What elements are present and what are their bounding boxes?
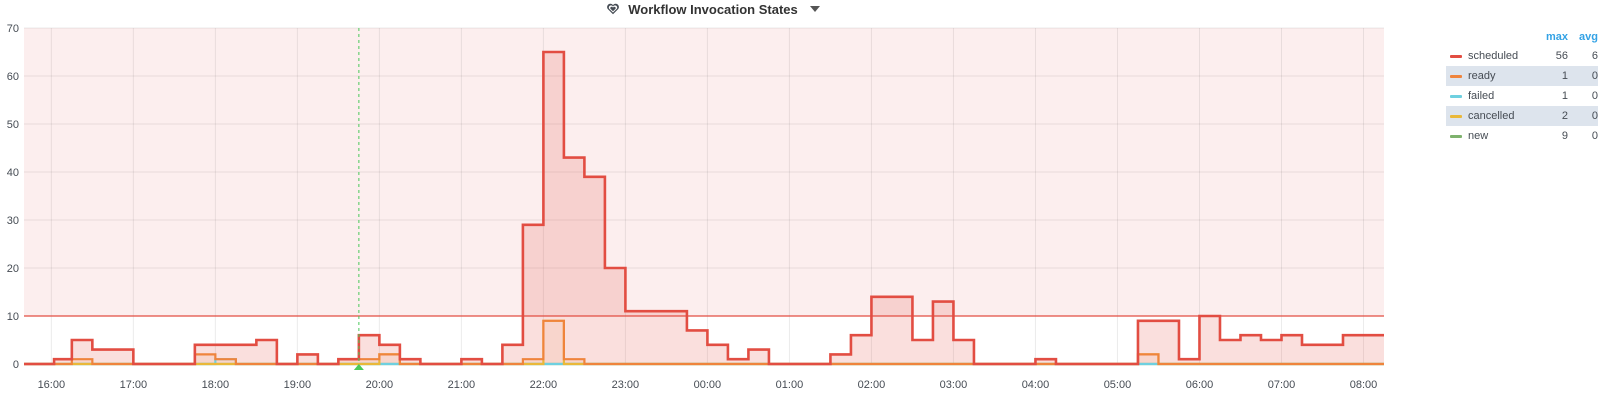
panel-title: Workflow Invocation States	[628, 1, 798, 17]
x-tick-label: 06:00	[1186, 379, 1214, 391]
x-tick-label: 03:00	[940, 379, 968, 391]
legend-swatch[interactable]	[1450, 134, 1462, 138]
annotation-marker-icon[interactable]	[353, 364, 364, 370]
legend-swatch[interactable]	[1450, 54, 1462, 58]
legend-avg: 0	[1591, 130, 1598, 142]
chart-canvas: 0 10 20 30 40 50 60 70 16:00 17:00 18:00 19:00 20:00…	[7, 23, 1384, 391]
legend-max: 56	[1555, 50, 1568, 62]
chevron-down-icon[interactable]	[809, 6, 820, 12]
legend-item-cancelled[interactable]: cancelled 2 0	[1446, 106, 1598, 126]
y-tick-label: 20	[7, 263, 19, 275]
legend: max avg scheduled 56 6 ready 1 0 failed 1 0 cance…	[1446, 28, 1598, 146]
x-tick-label: 00:00	[694, 379, 722, 391]
legend-max: 2	[1561, 110, 1568, 122]
series-line-scheduled[interactable]	[24, 50, 1384, 366]
x-tick-label: 20:00	[366, 379, 394, 391]
legend-item-scheduled[interactable]: scheduled 56 6	[1446, 46, 1598, 66]
x-tick-label: 08:00	[1350, 379, 1378, 391]
legend-max: 1	[1561, 90, 1568, 102]
x-tick-label: 23:00	[612, 379, 640, 391]
x-tick-label: 16:00	[38, 379, 66, 391]
x-tick-label: 01:00	[776, 379, 804, 391]
y-tick-label: 40	[7, 167, 19, 179]
legend-max: 1	[1561, 70, 1568, 82]
y-tick-label: 60	[7, 71, 19, 83]
heart-icon	[607, 3, 620, 15]
legend-col-avg[interactable]: avg	[1579, 31, 1598, 43]
legend-item-ready[interactable]: ready 1 0	[1446, 66, 1598, 86]
legend-avg: 0	[1591, 70, 1598, 82]
legend-item-new[interactable]: new 9 0	[1446, 126, 1598, 146]
legend-swatch[interactable]	[1450, 114, 1462, 118]
x-tick-label: 22:00	[530, 379, 558, 391]
y-tick-label: 70	[7, 23, 19, 35]
legend-header: max avg	[1446, 28, 1598, 46]
legend-avg: 0	[1591, 110, 1598, 122]
legend-swatch[interactable]	[1450, 74, 1462, 78]
legend-swatch[interactable]	[1450, 94, 1462, 98]
y-tick-label: 30	[7, 215, 19, 227]
legend-col-max[interactable]: max	[1545, 31, 1568, 43]
threshold-region	[24, 28, 1384, 316]
legend-name[interactable]: scheduled	[1468, 50, 1519, 62]
panel-header[interactable]: Workflow Invocation States	[0, 0, 1426, 18]
legend-name[interactable]: ready	[1468, 70, 1496, 82]
legend-max: 9	[1561, 130, 1568, 142]
x-tick-label: 17:00	[120, 379, 148, 391]
legend-name[interactable]: new	[1468, 130, 1489, 142]
y-tick-label: 10	[7, 311, 19, 323]
legend-item-failed[interactable]: failed 1 0	[1446, 86, 1598, 106]
legend-avg: 6	[1591, 50, 1598, 62]
x-tick-label: 07:00	[1268, 379, 1296, 391]
legend-name[interactable]: failed	[1468, 90, 1495, 102]
y-tick-label: 0	[13, 359, 19, 371]
x-tick-label: 18:00	[202, 379, 230, 391]
x-tick-label: 05:00	[1104, 379, 1132, 391]
x-tick-label: 02:00	[858, 379, 886, 391]
x-tick-label: 19:00	[284, 379, 312, 391]
legend-avg: 0	[1591, 90, 1598, 102]
legend-name[interactable]: cancelled	[1468, 110, 1515, 122]
x-tick-label: 04:00	[1022, 379, 1050, 391]
y-tick-label: 50	[7, 119, 19, 131]
x-tick-label: 21:00	[448, 379, 476, 391]
